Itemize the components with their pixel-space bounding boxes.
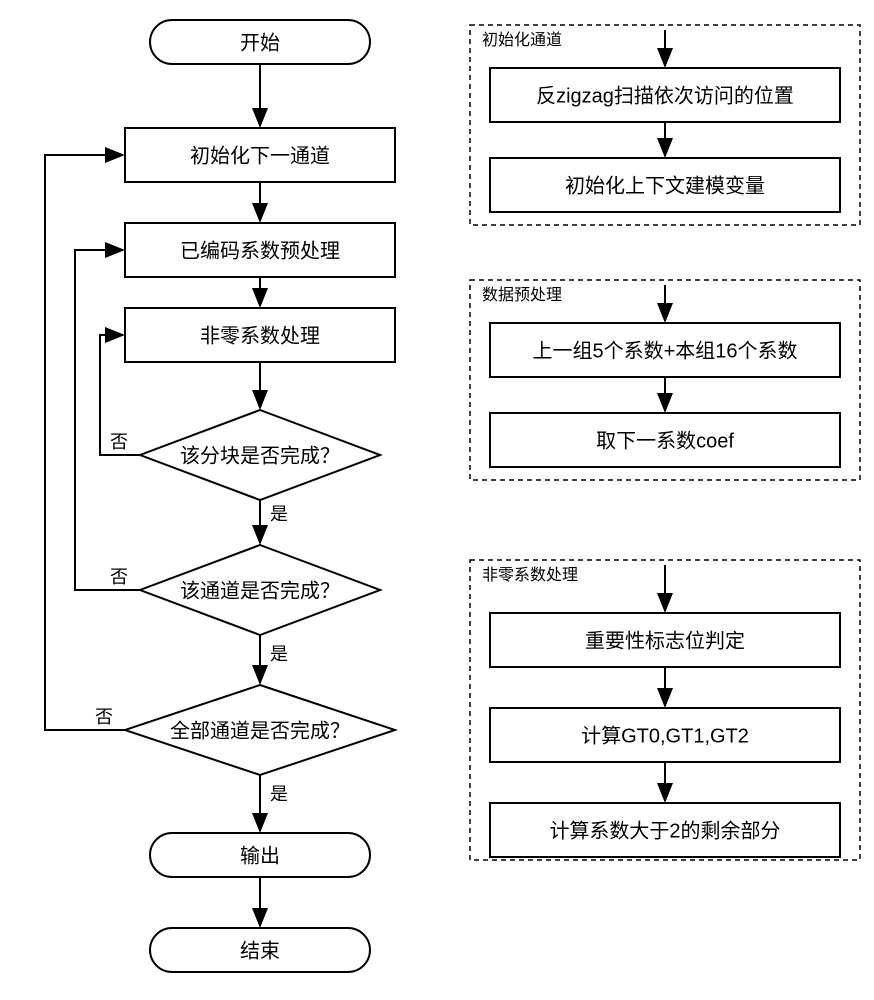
d2-no-label: 否: [110, 567, 128, 587]
preprocess-label: 已编码系数预处理: [180, 239, 340, 262]
d1-no-label: 否: [110, 432, 128, 452]
d2-yes-label: 是: [270, 644, 288, 664]
panel1-box1-label: 反zigzag扫描依次访问的位置: [536, 84, 794, 107]
d3-no-label: 否: [95, 707, 113, 727]
panel3-box1-label: 重要性标志位判定: [585, 629, 745, 652]
start-label: 开始: [240, 31, 280, 54]
edge-d2-no: [75, 250, 140, 590]
panel3-title: 非零系数处理: [482, 566, 578, 584]
panel3-box2-label: 计算GT0,GT1,GT2: [581, 724, 749, 747]
end-label: 结束: [240, 939, 280, 962]
nonzero-label: 非零系数处理: [200, 324, 320, 347]
d3-label: 全部通道是否完成？: [170, 719, 350, 742]
output-label: 输出: [240, 844, 280, 867]
d1-yes-label: 是: [270, 504, 288, 524]
d3-yes-label: 是: [270, 784, 288, 804]
panel2-box2-label: 取下一系数coef: [596, 429, 734, 452]
d2-label: 该通道是否完成？: [180, 579, 340, 602]
panel1-title: 初始化通道: [482, 31, 562, 49]
flowchart-canvas: 开始 初始化下一通道 已编码系数预处理 非零系数处理 该分块是否完成？ 否 是 …: [0, 0, 874, 1000]
panel2-box1-label: 上一组5个系数+本组16个系数: [532, 339, 797, 362]
panel3-box3-label: 计算系数大于2的剩余部分: [549, 819, 780, 842]
panel1-box2-label: 初始化上下文建模变量: [565, 174, 765, 197]
init-channel-label: 初始化下一通道: [190, 144, 330, 167]
d1-label: 该分块是否完成？: [180, 444, 340, 467]
panel2-title: 数据预处理: [482, 286, 562, 304]
